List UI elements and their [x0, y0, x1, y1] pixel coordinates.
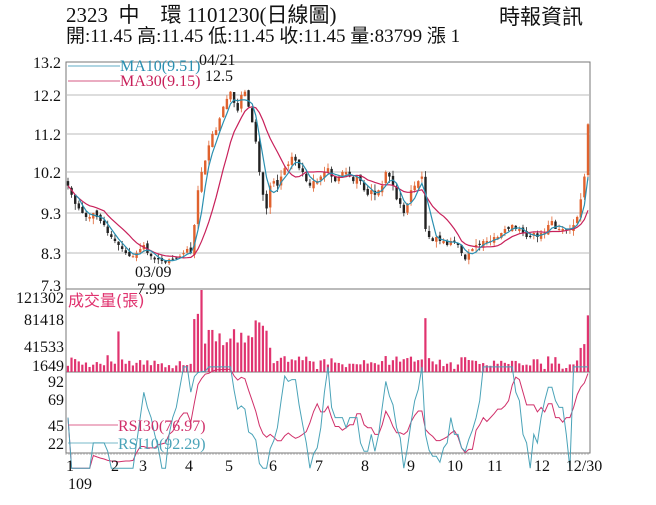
rsi30-legend: RSI30(76.97): [118, 418, 206, 435]
ohlc-summary: 開:11.45 高:11.45 低:11.45 收:11.45 量:83799 …: [66, 26, 461, 47]
x-tick: 3: [139, 458, 147, 475]
high-value-label: 12.5: [205, 68, 233, 85]
high-date-label: 04/21: [199, 52, 235, 69]
price-tick: 9.3: [41, 206, 61, 223]
x-tick: 11: [487, 458, 502, 475]
rsi30-line: [67, 368, 589, 469]
x-tick: 7: [315, 458, 323, 475]
rsi-legend: RSI30(76.97) RSI10(92.29): [68, 418, 206, 453]
rsi-tick: 69: [48, 392, 64, 409]
x-tick: 12/30: [566, 458, 602, 475]
price-tick: 13.2: [33, 55, 61, 72]
x-tick: 9: [407, 458, 415, 475]
price-tick: 12.2: [33, 88, 61, 105]
volume-axis: 121302 81418 41533 1649: [16, 290, 64, 375]
price-tick: 11.2: [34, 127, 61, 144]
price-tick: 7.3: [41, 278, 61, 295]
ma10-legend: MA10(9.51): [120, 58, 200, 75]
low-value-label: 7.99: [137, 281, 165, 298]
rsi10-legend: RSI10(92.29): [118, 436, 206, 453]
x-tick: 6: [269, 458, 277, 475]
x-axis: 1 2 3 4 5 6 7 8 9 10 11 12 12/30 109: [66, 458, 602, 493]
rsi-tick: 92: [48, 374, 64, 391]
candlesticks: [66, 89, 590, 266]
ma30-line: [67, 106, 589, 259]
chart-title: 2323 中 環 1101230(日線圖): [66, 3, 337, 27]
volume-tick: 121302: [16, 290, 64, 307]
rsi-tick: 45: [48, 418, 64, 435]
ma30-legend: MA30(9.15): [120, 73, 200, 90]
x-tick: 5: [225, 458, 233, 475]
x-tick: 8: [361, 458, 369, 475]
price-annotations: 04/21 12.5 03/09 7.99: [135, 52, 235, 298]
rsi10-line: [67, 366, 588, 469]
rsi-tick: 22: [48, 436, 64, 453]
price-tick: 10.2: [33, 165, 61, 182]
x-tick: 2: [111, 458, 119, 475]
low-date-label: 03/09: [135, 264, 171, 281]
volume-tick: 41533: [24, 339, 64, 356]
rsi-axis: 92 69 45 22: [48, 374, 64, 453]
x-tick: 4: [185, 458, 193, 475]
x-tick: 10: [447, 458, 463, 475]
x-tick: 12: [534, 458, 550, 475]
ma-legend: MA10(9.51) MA30(9.15): [68, 58, 200, 90]
volume-title: 成交量(張): [68, 291, 145, 310]
volume-tick: 81418: [24, 312, 64, 329]
ma10-line: [74, 99, 589, 262]
volume-bars: [66, 290, 589, 372]
price-axis: 13.2 12.2 11.2 10.2 9.3 8.3 7.3: [33, 55, 61, 295]
price-tick: 8.3: [41, 246, 61, 263]
x-axis-ticks: [65, 453, 589, 455]
x-year-label: 109: [68, 476, 92, 493]
x-tick: 1: [66, 458, 74, 475]
volume-tick: 1649: [32, 358, 64, 375]
data-source-label: 時報資訊: [499, 5, 583, 29]
